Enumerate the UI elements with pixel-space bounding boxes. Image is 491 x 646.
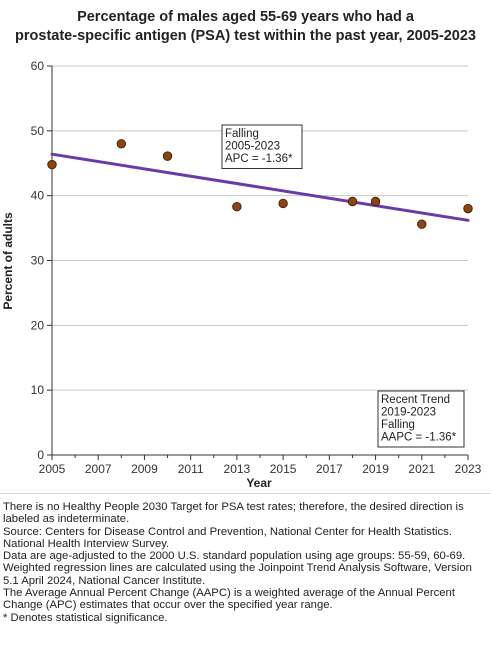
y-axis-label: Percent of adults xyxy=(1,212,15,310)
x-tick-label: 2005 xyxy=(39,462,66,476)
footnote-aapc: The Average Annual Percent Change (AAPC)… xyxy=(3,587,455,612)
segment-annotation-line: APC = -1.36* xyxy=(225,153,293,165)
axes: 0 10 20 30 40 50 60 2005 2007 2009 2011 2013 2015 201… xyxy=(31,59,482,476)
data-point xyxy=(347,196,358,207)
chart-title-line-2: prostate-specific antigen (PSA) test wit… xyxy=(15,28,476,44)
footnotes: There is no Healthy People 2030 Target f… xyxy=(3,501,489,624)
data-point xyxy=(417,219,427,229)
x-tick-label: 2007 xyxy=(85,462,112,476)
footnote-divider xyxy=(0,493,491,494)
footnote-source: Source: Centers for Disease Control and … xyxy=(3,525,452,550)
y-tick-label: 0 xyxy=(37,448,44,462)
segment-annotation-line: Falling xyxy=(225,128,259,140)
data-point xyxy=(47,159,57,170)
trend-line xyxy=(50,152,470,222)
gridlines xyxy=(52,65,468,391)
data-point xyxy=(232,201,242,212)
x-tick-label: 2009 xyxy=(131,462,158,476)
x-tick-label: 2011 xyxy=(178,462,204,476)
data-point xyxy=(162,151,173,161)
data-point xyxy=(370,196,381,207)
data-points xyxy=(47,139,473,229)
chart-title: Percentage of males aged 55-69 years who… xyxy=(0,8,491,46)
data-point xyxy=(116,139,127,149)
footnote-target: There is no Healthy People 2030 Target f… xyxy=(3,501,464,526)
x-tick-label: 2023 xyxy=(455,462,482,476)
psa-trend-chart: 0 10 20 30 40 50 60 2005 2007 2009 2011 2013 2015 201… xyxy=(1,59,482,490)
x-tick-label: 2021 xyxy=(408,462,435,476)
recent-trend-annotation-line: Falling xyxy=(381,419,415,431)
recent-trend-annotation-line: 2019-2023 xyxy=(381,407,436,419)
y-tick-label: 30 xyxy=(31,254,45,268)
chart-title-line-1: Percentage of males aged 55-69 years who… xyxy=(77,9,414,25)
recent-trend-annotation-line: AAPC = -1.36* xyxy=(381,432,457,444)
y-tick-label: 50 xyxy=(31,124,45,138)
x-tick-label: 2019 xyxy=(362,462,389,476)
y-tick-label: 60 xyxy=(31,59,45,73)
x-tick-label: 2017 xyxy=(316,462,343,476)
recent-trend-annotation-line: Recent Trend xyxy=(381,394,450,406)
x-tick-label: 2015 xyxy=(270,462,297,476)
footnote-significance: * Denotes statistical significance. xyxy=(3,611,168,624)
y-tick-label: 20 xyxy=(31,318,45,332)
recent-trend-annotation-box xyxy=(377,390,465,448)
segment-annotation-line: 2005-2023 xyxy=(225,141,280,153)
trend-layer xyxy=(50,152,470,222)
footnote-regression: Weighted regression lines are calculated… xyxy=(3,562,472,587)
segment-annotation-box xyxy=(221,124,303,169)
y-tick-label: 10 xyxy=(31,383,45,397)
x-tick-label: 2013 xyxy=(224,462,251,476)
footnote-age-adjust: Data are age-adjusted to the 2000 U.S. s… xyxy=(3,550,466,563)
y-tick-label: 40 xyxy=(31,189,45,203)
data-point xyxy=(278,198,288,209)
data-point xyxy=(463,203,473,214)
x-axis-label: Year xyxy=(246,476,272,490)
